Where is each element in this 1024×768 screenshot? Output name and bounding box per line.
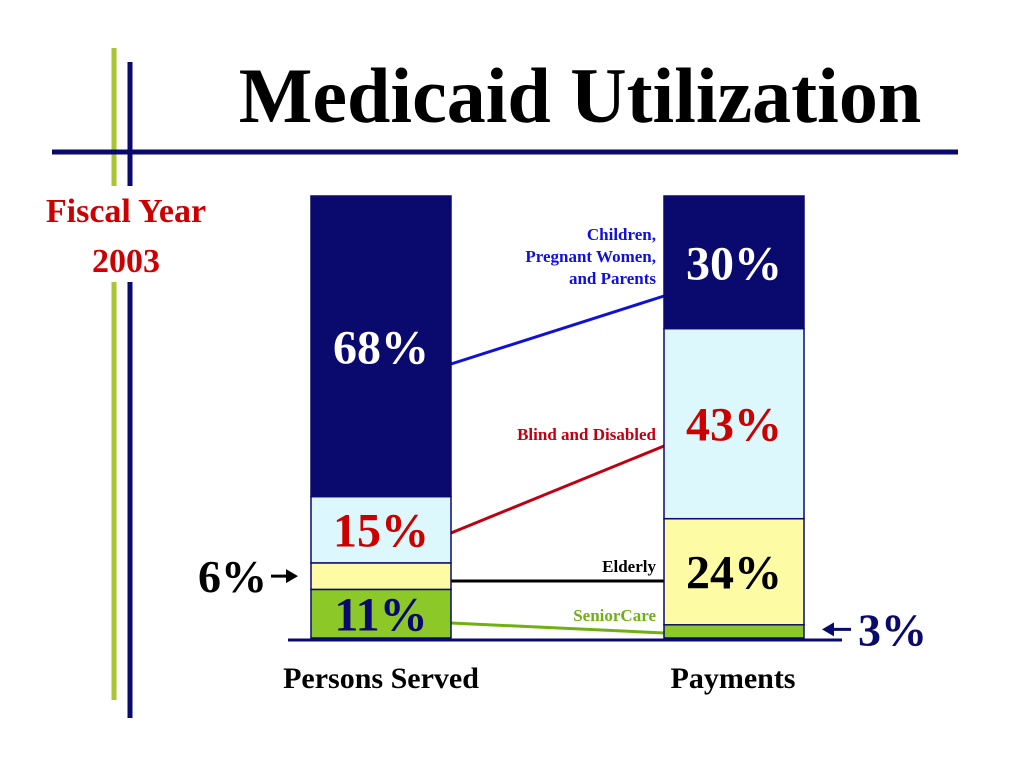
bar-payments-elderly	[663, 517, 805, 626]
connector-children-pregnant-women-and-parents	[450, 294, 665, 366]
data-label-payments-children-pregnant-women-and-parents: 30%	[686, 237, 782, 290]
outside-percent-labels: 6% 3%	[198, 551, 927, 655]
series-callouts: Children, Pregnant Women, and Parents Blind…	[517, 225, 656, 625]
bar-persons-served-children-pregnant-women-and-parents	[310, 195, 452, 498]
x-label-persons-served: Persons Served	[283, 662, 479, 695]
data-label-payments-elderly: 24%	[686, 547, 782, 600]
callout-blind-and-disabled-line-1: Blind and Disabled	[517, 425, 656, 444]
callout-elderly-line-1: Elderly	[602, 557, 656, 576]
fiscal-year-label: Fiscal Year	[46, 193, 206, 230]
data-label-persons-served-blind-and-disabled: 15%	[333, 505, 429, 558]
x-label-payments: Payments	[671, 662, 796, 695]
callout-children-pregnant-women-and-parents-line-1: Children,	[587, 225, 656, 244]
stacked-bars	[310, 195, 805, 639]
data-label-persons-served-seniorcare: 11%	[334, 589, 427, 642]
callout-children-pregnant-women-and-parents-line-2: Pregnant Women,	[525, 247, 656, 266]
arrow-right-icon	[286, 569, 298, 584]
outside-label-persons-served-elderly: 6%	[198, 551, 267, 602]
connector-seniorcare	[450, 621, 665, 635]
fiscal-year-value: 2003	[92, 243, 160, 280]
page-title: Medicaid Utilization	[239, 52, 921, 139]
connector-lines	[450, 294, 665, 635]
data-label-payments-blind-and-disabled: 43%	[686, 399, 782, 452]
bar-persons-served-elderly	[310, 562, 452, 591]
data-label-persons-served-children-pregnant-women-and-parents: 68%	[333, 321, 429, 374]
callout-seniorcare-line-1: SeniorCare	[573, 606, 656, 625]
bar-persons-served-blind-and-disabled	[310, 495, 452, 564]
bar-payments-children-pregnant-women-and-parents	[663, 195, 805, 330]
bar-payments-seniorcare	[663, 623, 805, 639]
arrow-left-icon	[822, 622, 834, 637]
fiscal-year-backdrop	[20, 186, 232, 282]
connector-blind-and-disabled	[450, 444, 665, 535]
bar-persons-served-seniorcare	[310, 588, 452, 639]
outside-label-payments-seniorcare: 3%	[858, 604, 927, 655]
callout-children-pregnant-women-and-parents-line-3: and Parents	[569, 269, 656, 288]
segment-labels: 11% 15% 68% 24% 43% 30%	[333, 237, 782, 641]
